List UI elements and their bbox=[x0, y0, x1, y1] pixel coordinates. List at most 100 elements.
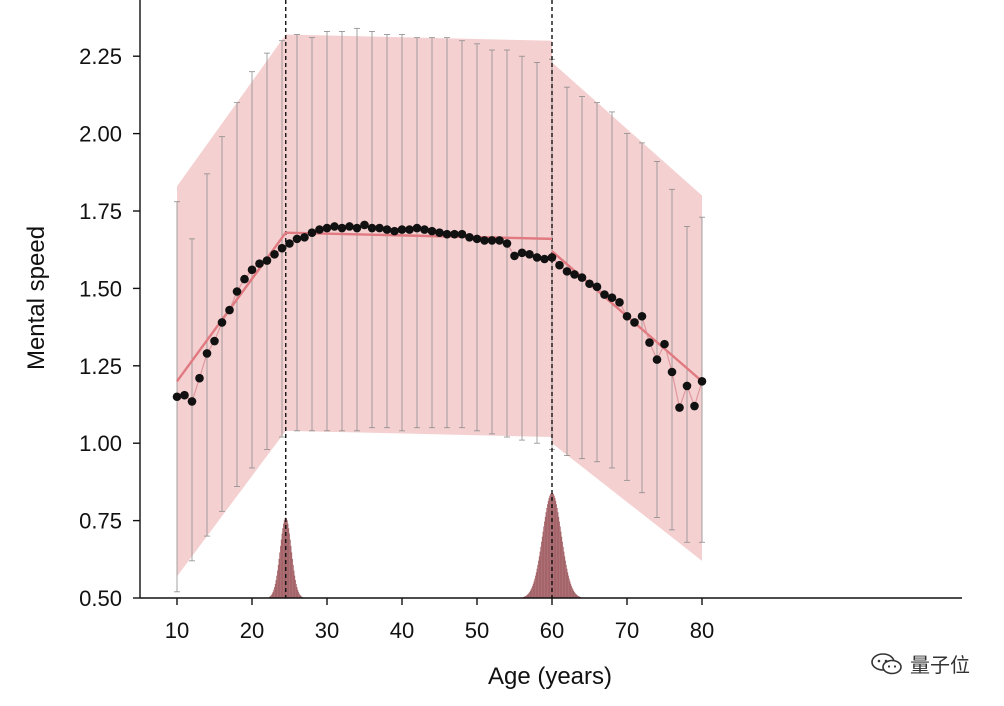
density-bar bbox=[288, 528, 290, 598]
density-bar bbox=[571, 585, 572, 598]
data-point bbox=[337, 223, 347, 233]
density-bar bbox=[297, 589, 299, 598]
data-point bbox=[600, 290, 609, 299]
density-bar bbox=[533, 581, 535, 598]
density-bar bbox=[564, 556, 566, 598]
data-point bbox=[487, 236, 497, 245]
data-point bbox=[360, 220, 369, 230]
data-point bbox=[465, 233, 474, 242]
x-tick-label: 30 bbox=[315, 618, 339, 643]
data-point bbox=[510, 251, 519, 261]
data-point bbox=[645, 338, 654, 347]
watermark: 量子位 bbox=[870, 649, 970, 678]
density-bar bbox=[574, 592, 575, 598]
data-point bbox=[202, 349, 212, 358]
density-bar bbox=[269, 596, 271, 598]
density-bar bbox=[538, 556, 540, 598]
density-bar bbox=[279, 552, 281, 598]
density-bar bbox=[532, 583, 534, 598]
data-point bbox=[315, 225, 324, 234]
data-point bbox=[630, 318, 639, 327]
y-tick-label: 1.25 bbox=[79, 354, 122, 379]
density-bar bbox=[573, 590, 575, 598]
confidence-band bbox=[177, 34, 702, 577]
data-point bbox=[697, 376, 707, 386]
density-bar bbox=[565, 560, 566, 598]
x-tick-label: 50 bbox=[465, 618, 489, 643]
density-bar bbox=[559, 521, 560, 598]
density-bar bbox=[286, 518, 287, 598]
density-bar bbox=[543, 526, 545, 598]
data-point bbox=[285, 239, 294, 248]
density-bar bbox=[541, 536, 543, 598]
density-bar bbox=[540, 546, 542, 598]
breakpoint-lines bbox=[285, 0, 553, 598]
density-bar bbox=[270, 595, 272, 598]
density-bar bbox=[553, 495, 555, 598]
density-bar bbox=[285, 517, 287, 598]
data-point bbox=[187, 397, 197, 406]
density-bar bbox=[558, 516, 560, 598]
density-bar bbox=[572, 589, 574, 598]
density-bar bbox=[283, 520, 285, 598]
data-point bbox=[345, 222, 354, 231]
data-point bbox=[292, 234, 302, 244]
density-bar bbox=[529, 590, 531, 598]
density-bar bbox=[275, 580, 277, 598]
data-point bbox=[450, 229, 459, 239]
density-bar bbox=[532, 585, 533, 598]
density-bar bbox=[570, 583, 572, 598]
density-bar bbox=[271, 593, 273, 598]
data-point bbox=[585, 279, 594, 289]
density-bar bbox=[567, 572, 569, 598]
density-bar bbox=[544, 516, 546, 598]
data-point bbox=[225, 305, 234, 315]
density-bar bbox=[292, 558, 293, 598]
density-bar bbox=[549, 495, 551, 598]
data-point bbox=[682, 381, 692, 391]
density-bar bbox=[286, 520, 288, 598]
density-bar bbox=[568, 575, 569, 598]
data-point bbox=[427, 226, 437, 236]
data-point bbox=[667, 367, 677, 377]
data-point bbox=[412, 223, 422, 233]
data-point bbox=[660, 339, 669, 349]
density-bar bbox=[276, 575, 278, 598]
data-point bbox=[517, 248, 527, 258]
density-bar bbox=[577, 595, 578, 598]
data-point bbox=[532, 253, 542, 262]
data-point bbox=[577, 273, 587, 282]
y-tick-label: 0.50 bbox=[79, 586, 122, 611]
density-bar bbox=[556, 504, 557, 598]
density-bar bbox=[569, 581, 571, 598]
density-bar bbox=[536, 568, 538, 598]
data-point bbox=[472, 234, 482, 244]
y-tick-label: 1.75 bbox=[79, 199, 122, 224]
data-point bbox=[172, 392, 182, 402]
data-point bbox=[217, 318, 227, 327]
data-point bbox=[322, 223, 332, 233]
density-bar bbox=[539, 551, 541, 598]
axes: 0.50 0.75 1.00 1.25 1.50 1.75 2.00 2.25 10 20 30 40… bbox=[79, 0, 962, 643]
data-point bbox=[270, 250, 279, 259]
density-bar bbox=[541, 541, 542, 598]
density-bar bbox=[577, 595, 579, 598]
density-bar bbox=[295, 583, 297, 598]
density-bar bbox=[294, 575, 296, 598]
data-point bbox=[420, 225, 429, 234]
data-point bbox=[495, 236, 504, 245]
density-bar bbox=[289, 533, 290, 598]
density-bar bbox=[535, 572, 537, 598]
data-point bbox=[195, 373, 204, 383]
density-bar bbox=[284, 518, 286, 598]
data-point bbox=[390, 226, 399, 236]
x-tick-label: 80 bbox=[690, 618, 714, 643]
data-point bbox=[457, 229, 467, 239]
data-point bbox=[330, 222, 339, 231]
density-bar bbox=[274, 587, 275, 598]
density-bar bbox=[531, 587, 533, 598]
data-point bbox=[540, 254, 549, 264]
y-tick-label: 0.75 bbox=[79, 509, 122, 534]
density-bar bbox=[557, 512, 559, 598]
